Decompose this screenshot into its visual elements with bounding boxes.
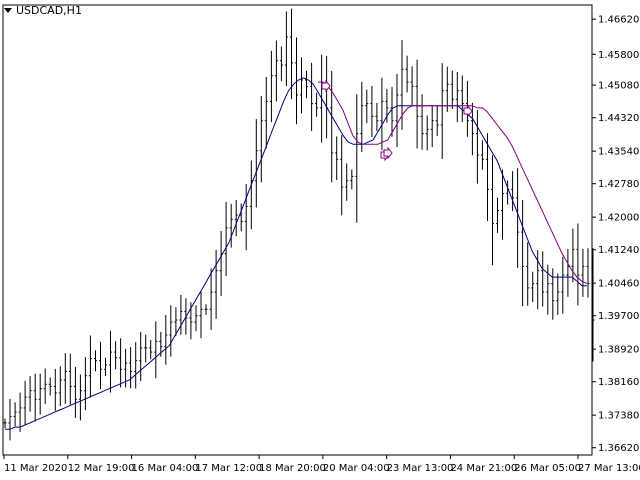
x-tick-label: 23 Mar 13:00 <box>387 463 454 474</box>
ma-line-purple <box>318 81 588 285</box>
y-tick-label: 1.38160 <box>598 377 639 388</box>
symbol-text: USDCAD,H1 <box>16 3 82 17</box>
ma-line-blue <box>5 77 587 430</box>
plot-area <box>2 4 593 456</box>
y-tick-label: 1.45080 <box>598 81 639 92</box>
signal-markers <box>321 79 473 162</box>
y-tick-label: 1.44320 <box>598 113 639 124</box>
y-tick-label: 1.40460 <box>598 279 639 290</box>
x-tick-label: 16 Mar 04:00 <box>132 463 199 474</box>
dropdown-triangle-icon[interactable] <box>4 8 12 13</box>
x-tick-label: 17 Mar 12:00 <box>195 463 262 474</box>
y-tick-label: 1.42000 <box>598 213 639 224</box>
arrow-marker-icon <box>463 104 473 118</box>
y-tick-label: 1.37380 <box>598 411 639 422</box>
x-tick-label: 18 Mar 20:00 <box>259 463 326 474</box>
candle-series <box>3 8 595 441</box>
price-axis: 1.46620 1.45800 1.45080 1.44320 1.43540 1.427… <box>592 15 639 454</box>
arrow-marker-icon <box>321 79 331 93</box>
x-tick-label: 20 Mar 04:00 <box>323 463 390 474</box>
y-tick-label: 1.38920 <box>598 345 639 356</box>
y-tick-label: 1.36620 <box>598 443 639 454</box>
x-tick-label: 26 Mar 05:00 <box>514 463 581 474</box>
x-tick-label: 12 Mar 19:00 <box>68 463 135 474</box>
arrow-marker-icon <box>383 146 393 160</box>
y-tick-label: 1.41240 <box>598 245 639 256</box>
x-tick-label: 11 Mar 2020 <box>4 463 67 474</box>
symbol-label[interactable]: USDCAD,H1 <box>4 3 82 17</box>
x-tick-label: 27 Mar 13:00 <box>578 463 640 474</box>
moving-average-lines <box>5 77 588 430</box>
y-tick-label: 1.43540 <box>598 147 639 158</box>
y-tick-label: 1.42780 <box>598 179 639 190</box>
y-tick-label: 1.39700 <box>598 311 639 322</box>
y-tick-label: 1.46620 <box>598 15 639 26</box>
x-tick-label: 24 Mar 21:00 <box>450 463 517 474</box>
y-tick-label: 1.45800 <box>598 50 639 61</box>
